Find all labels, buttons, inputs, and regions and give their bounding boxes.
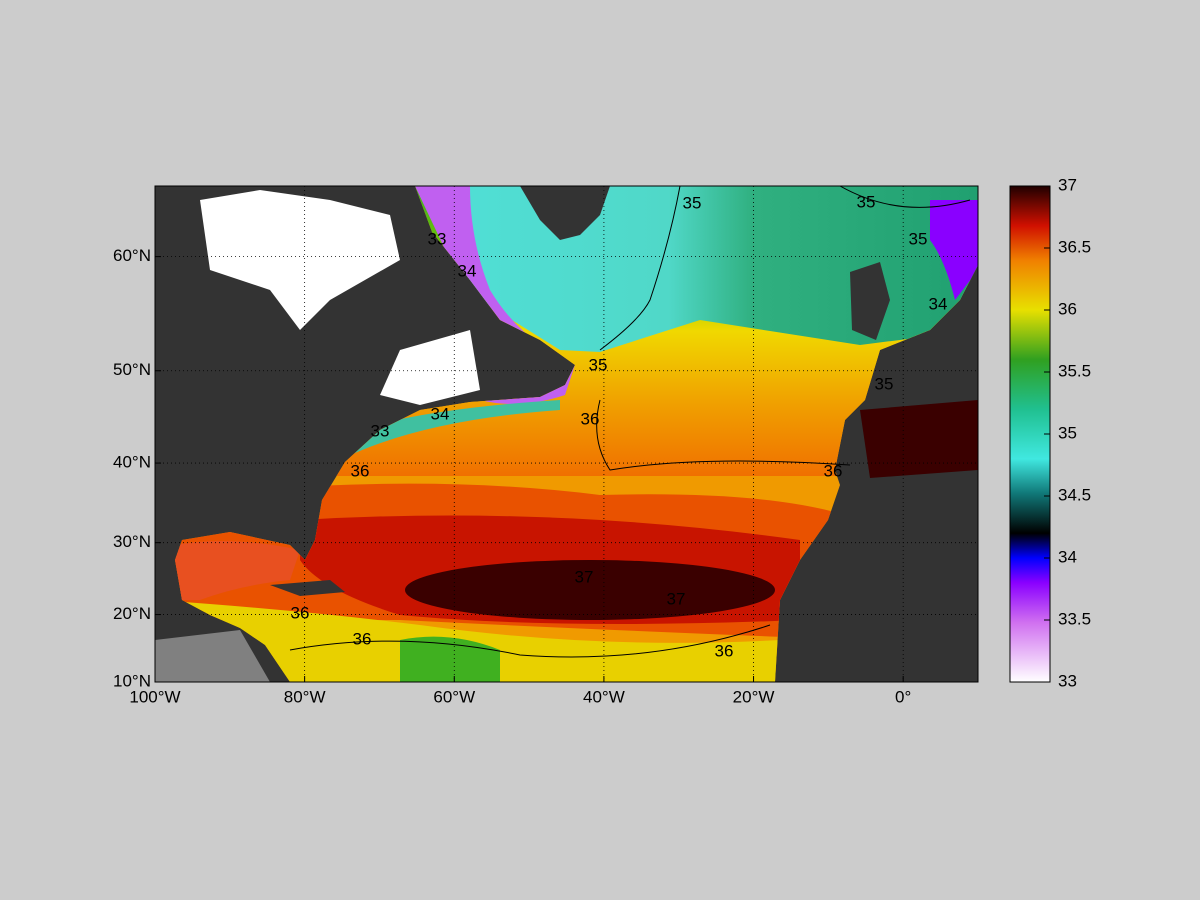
contour-label: 36 — [353, 629, 372, 648]
contour-label: 34 — [458, 261, 477, 280]
cuba — [270, 580, 345, 596]
colorbar-tick-label: 35 — [1058, 423, 1077, 442]
contour-label: 36 — [581, 409, 600, 428]
map — [155, 186, 978, 682]
y-tick-label: 20°N — [113, 604, 151, 623]
contour-label: 36 — [715, 641, 734, 660]
colorbar-tick-label: 34 — [1058, 547, 1077, 566]
contour-label: 37 — [575, 567, 594, 586]
colorbar-tick-label: 33.5 — [1058, 609, 1091, 628]
greenland — [520, 186, 610, 240]
colorbar-tick-label: 36.5 — [1058, 237, 1091, 256]
contour-label: 33 — [428, 229, 447, 248]
colorbar-tick-label: 34.5 — [1058, 485, 1091, 504]
x-tick-label: 40°W — [583, 687, 625, 706]
contour-label: 34 — [431, 404, 450, 423]
y-tick-label: 40°N — [113, 453, 151, 472]
britain — [850, 262, 890, 340]
y-tick-label: 50°N — [113, 360, 151, 379]
contour-label: 34 — [929, 294, 948, 313]
y-tick-label: 30°N — [113, 532, 151, 551]
contour — [289, 186, 971, 658]
x-tick-label: 80°W — [284, 687, 326, 706]
mediterranean — [860, 400, 978, 478]
contour-label: 35 — [909, 229, 928, 248]
contour-label: 36 — [351, 461, 370, 480]
no-data — [155, 630, 270, 682]
contour-label: 37 — [667, 589, 686, 608]
y-tick-label: 10°N — [113, 671, 151, 690]
x-tick-label: 0° — [895, 687, 911, 706]
contour-label: 33 — [371, 421, 390, 440]
x-tick-label: 20°W — [733, 687, 775, 706]
contour-label: 35 — [875, 374, 894, 393]
x-tick-label: 60°W — [433, 687, 475, 706]
ice — [380, 330, 480, 405]
y-tick-label: 60°N — [113, 246, 151, 265]
colorbar-tick-label: 35.5 — [1058, 361, 1091, 380]
contour-label: 35 — [683, 193, 702, 212]
colorbar-tick-label: 33 — [1058, 671, 1077, 690]
contour-label: 36 — [824, 461, 843, 480]
colorbar-tick-label: 36 — [1058, 299, 1077, 318]
contour-label: 35 — [857, 192, 876, 211]
ice — [200, 190, 400, 330]
colorbar-tick-label: 37 — [1058, 175, 1077, 194]
contour-label: 36 — [291, 603, 310, 622]
x-tick-label: 100°W — [129, 687, 180, 706]
contour-label: 35 — [589, 355, 608, 374]
